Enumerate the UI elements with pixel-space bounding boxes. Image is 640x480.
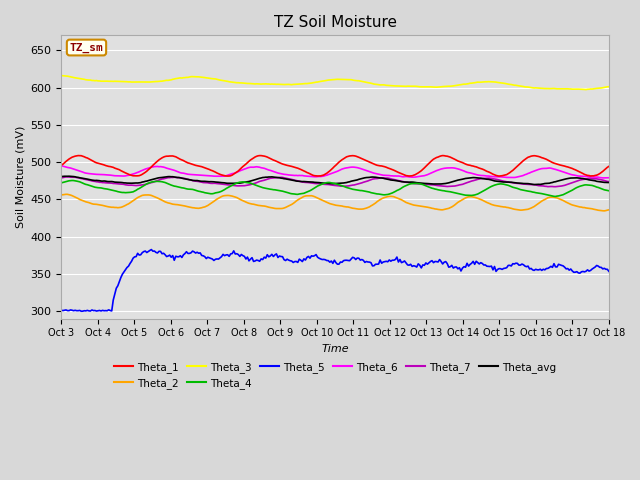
Theta_5 [148, 247, 156, 252]
Theta_4 [58, 180, 65, 186]
Theta_2 [250, 201, 257, 207]
Theta_5 [577, 269, 585, 275]
Theta_6 [575, 173, 582, 179]
Line: Theta_7: Theta_7 [61, 177, 609, 187]
Theta_1 [74, 153, 82, 158]
Theta_2 [576, 204, 584, 210]
Theta_7 [63, 174, 71, 180]
Theta_avg [126, 180, 134, 186]
Theta_avg [298, 179, 306, 184]
Text: TZ_sm: TZ_sm [70, 42, 104, 53]
Theta_4 [298, 191, 306, 196]
Theta_2 [58, 192, 65, 198]
Theta_7 [552, 184, 559, 190]
Theta_7 [250, 181, 257, 187]
Theta_6 [125, 172, 132, 178]
Theta_6 [297, 173, 305, 179]
Theta_4 [552, 193, 559, 199]
Theta_2 [222, 192, 230, 198]
Theta_1 [241, 162, 248, 168]
Theta_1 [222, 173, 230, 179]
Theta_4 [577, 183, 585, 189]
Theta_2 [600, 208, 608, 214]
Theta_avg [250, 177, 257, 183]
Theta_avg [65, 173, 73, 179]
Theta_4 [222, 186, 230, 192]
Line: Theta_1: Theta_1 [61, 156, 609, 176]
Theta_3 [125, 79, 132, 85]
Theta_4 [250, 181, 257, 187]
Theta_1 [577, 170, 585, 176]
Theta_3 [605, 84, 612, 90]
Theta_2 [126, 200, 134, 206]
Line: Theta_avg: Theta_avg [61, 176, 609, 184]
Theta_7 [298, 179, 306, 185]
Theta_avg [605, 180, 612, 185]
Theta_1 [250, 155, 257, 161]
Theta_6 [600, 175, 608, 181]
Theta_3 [582, 87, 590, 93]
Theta_1 [298, 167, 306, 173]
Theta_5 [252, 258, 259, 264]
Y-axis label: Soil Moisture (mV): Soil Moisture (mV) [15, 126, 25, 228]
Theta_7 [126, 182, 134, 188]
Theta_4 [126, 190, 134, 195]
Line: Theta_5: Theta_5 [61, 250, 609, 311]
Theta_4 [605, 188, 612, 193]
Theta_1 [126, 172, 134, 178]
Theta_5 [58, 308, 65, 313]
Line: Theta_2: Theta_2 [61, 194, 609, 211]
Theta_2 [298, 194, 306, 200]
Legend: Theta_1, Theta_2, Theta_3, Theta_4, Theta_5, Theta_6, Theta_7, Theta_avg: Theta_1, Theta_2, Theta_3, Theta_4, Thet… [110, 358, 560, 393]
Line: Theta_6: Theta_6 [61, 166, 609, 178]
Theta_avg [241, 180, 248, 185]
Theta_5 [300, 256, 308, 262]
Theta_5 [77, 308, 85, 314]
Theta_6 [239, 167, 246, 173]
Theta_2 [605, 207, 612, 213]
Theta_2 [241, 199, 248, 204]
Theta_5 [242, 256, 250, 262]
Theta_7 [605, 179, 612, 184]
Theta_1 [495, 173, 503, 179]
Theta_avg [222, 180, 230, 186]
Line: Theta_4: Theta_4 [61, 180, 609, 196]
Theta_3 [297, 81, 305, 87]
Theta_1 [58, 162, 65, 168]
Theta_7 [241, 183, 248, 189]
Theta_5 [126, 261, 134, 266]
Theta_6 [605, 175, 612, 180]
Theta_5 [605, 268, 612, 274]
Theta_3 [58, 72, 65, 78]
Theta_3 [239, 80, 246, 86]
Theta_7 [58, 175, 65, 181]
Theta_2 [62, 192, 70, 197]
Theta_3 [221, 78, 228, 84]
Title: TZ Soil Moisture: TZ Soil Moisture [274, 15, 397, 30]
Theta_6 [221, 173, 228, 179]
Theta_6 [248, 164, 256, 170]
Theta_1 [605, 164, 612, 169]
Theta_3 [248, 81, 256, 86]
Theta_5 [224, 252, 232, 258]
X-axis label: Time: Time [321, 344, 349, 354]
Theta_4 [68, 178, 76, 183]
Theta_avg [531, 181, 538, 187]
Theta_3 [575, 86, 582, 92]
Theta_6 [58, 163, 65, 169]
Line: Theta_3: Theta_3 [61, 75, 609, 90]
Theta_avg [58, 174, 65, 180]
Theta_4 [241, 179, 248, 185]
Theta_avg [577, 176, 585, 181]
Theta_7 [222, 182, 230, 188]
Theta_7 [577, 177, 585, 182]
